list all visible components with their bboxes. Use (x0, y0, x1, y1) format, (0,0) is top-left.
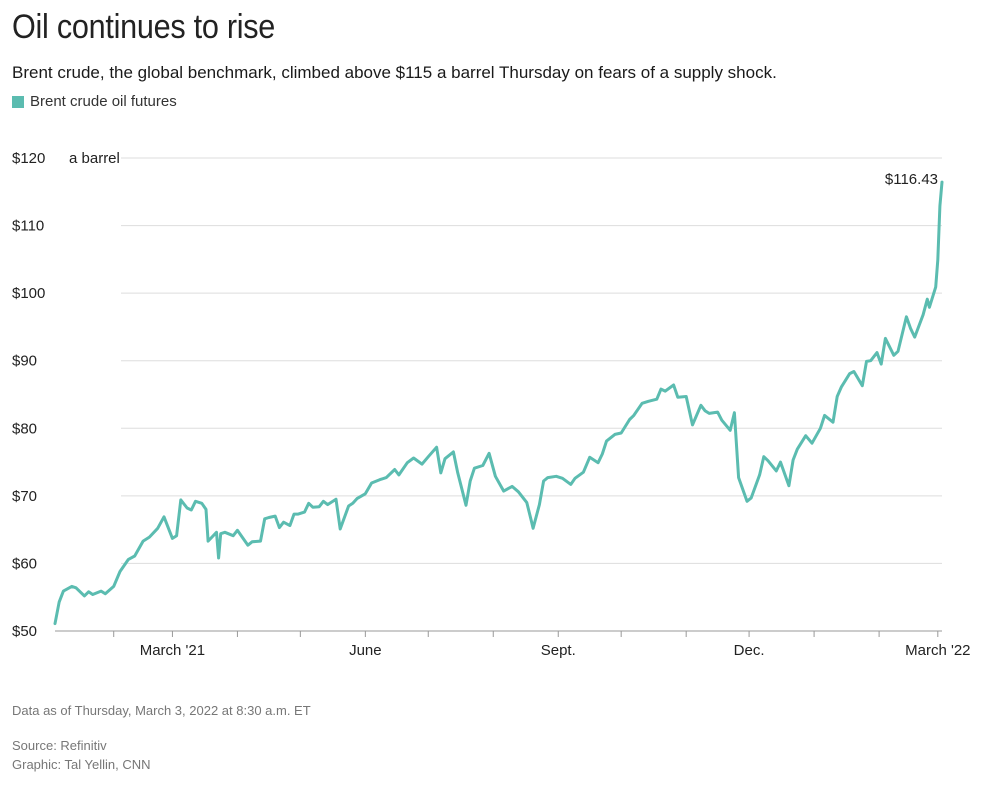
x-tick-label: Dec. (734, 642, 765, 659)
legend-swatch (12, 95, 24, 108)
chart-title: Oil continues to rise (12, 8, 276, 46)
y-tick-label: $80 (12, 420, 37, 437)
y-tick-label: $120 (12, 150, 45, 167)
legend-label: Brent crude oil futures (30, 93, 177, 110)
x-axis: March '21 June Sept. Dec. March '22 (113, 631, 971, 659)
x-tick-label: June (349, 642, 382, 659)
chart-subtitle: Brent crude, the global benchmark, climb… (12, 63, 777, 82)
y-axis: $50 $60 $70 $80 $90 $100 $110 $120 a barrel (12, 150, 120, 640)
y-tick-label: $50 (12, 623, 37, 640)
x-tick-label: March '22 (905, 642, 970, 659)
y-tick-label: $60 (12, 555, 37, 572)
line-chart: $50 $60 $70 $80 $90 $100 $110 $120 a barrel Marc… (12, 150, 971, 659)
series-line (53, 180, 944, 626)
source-credit: Source: Refinitiv (12, 738, 107, 753)
annotations: $116.43 (885, 171, 938, 188)
x-tick-label: March '21 (140, 642, 205, 659)
y-tick-label: $70 (12, 488, 37, 505)
graphic-credit: Graphic: Tal Yellin, CNN (12, 757, 151, 772)
y-tick-label: $90 (12, 353, 37, 370)
chart-legend: Brent crude oil futures (12, 93, 177, 110)
y-tick-label: $100 (12, 285, 45, 302)
y-tick-label: $110 (12, 218, 44, 235)
x-tick-label: Sept. (541, 642, 576, 659)
y-unit-label: a barrel (69, 150, 120, 167)
gridlines (55, 157, 942, 632)
data-timestamp-note: Data as of Thursday, March 3, 2022 at 8:… (12, 703, 311, 718)
end-value-label: $116.43 (885, 171, 938, 188)
series-group (53, 180, 944, 626)
